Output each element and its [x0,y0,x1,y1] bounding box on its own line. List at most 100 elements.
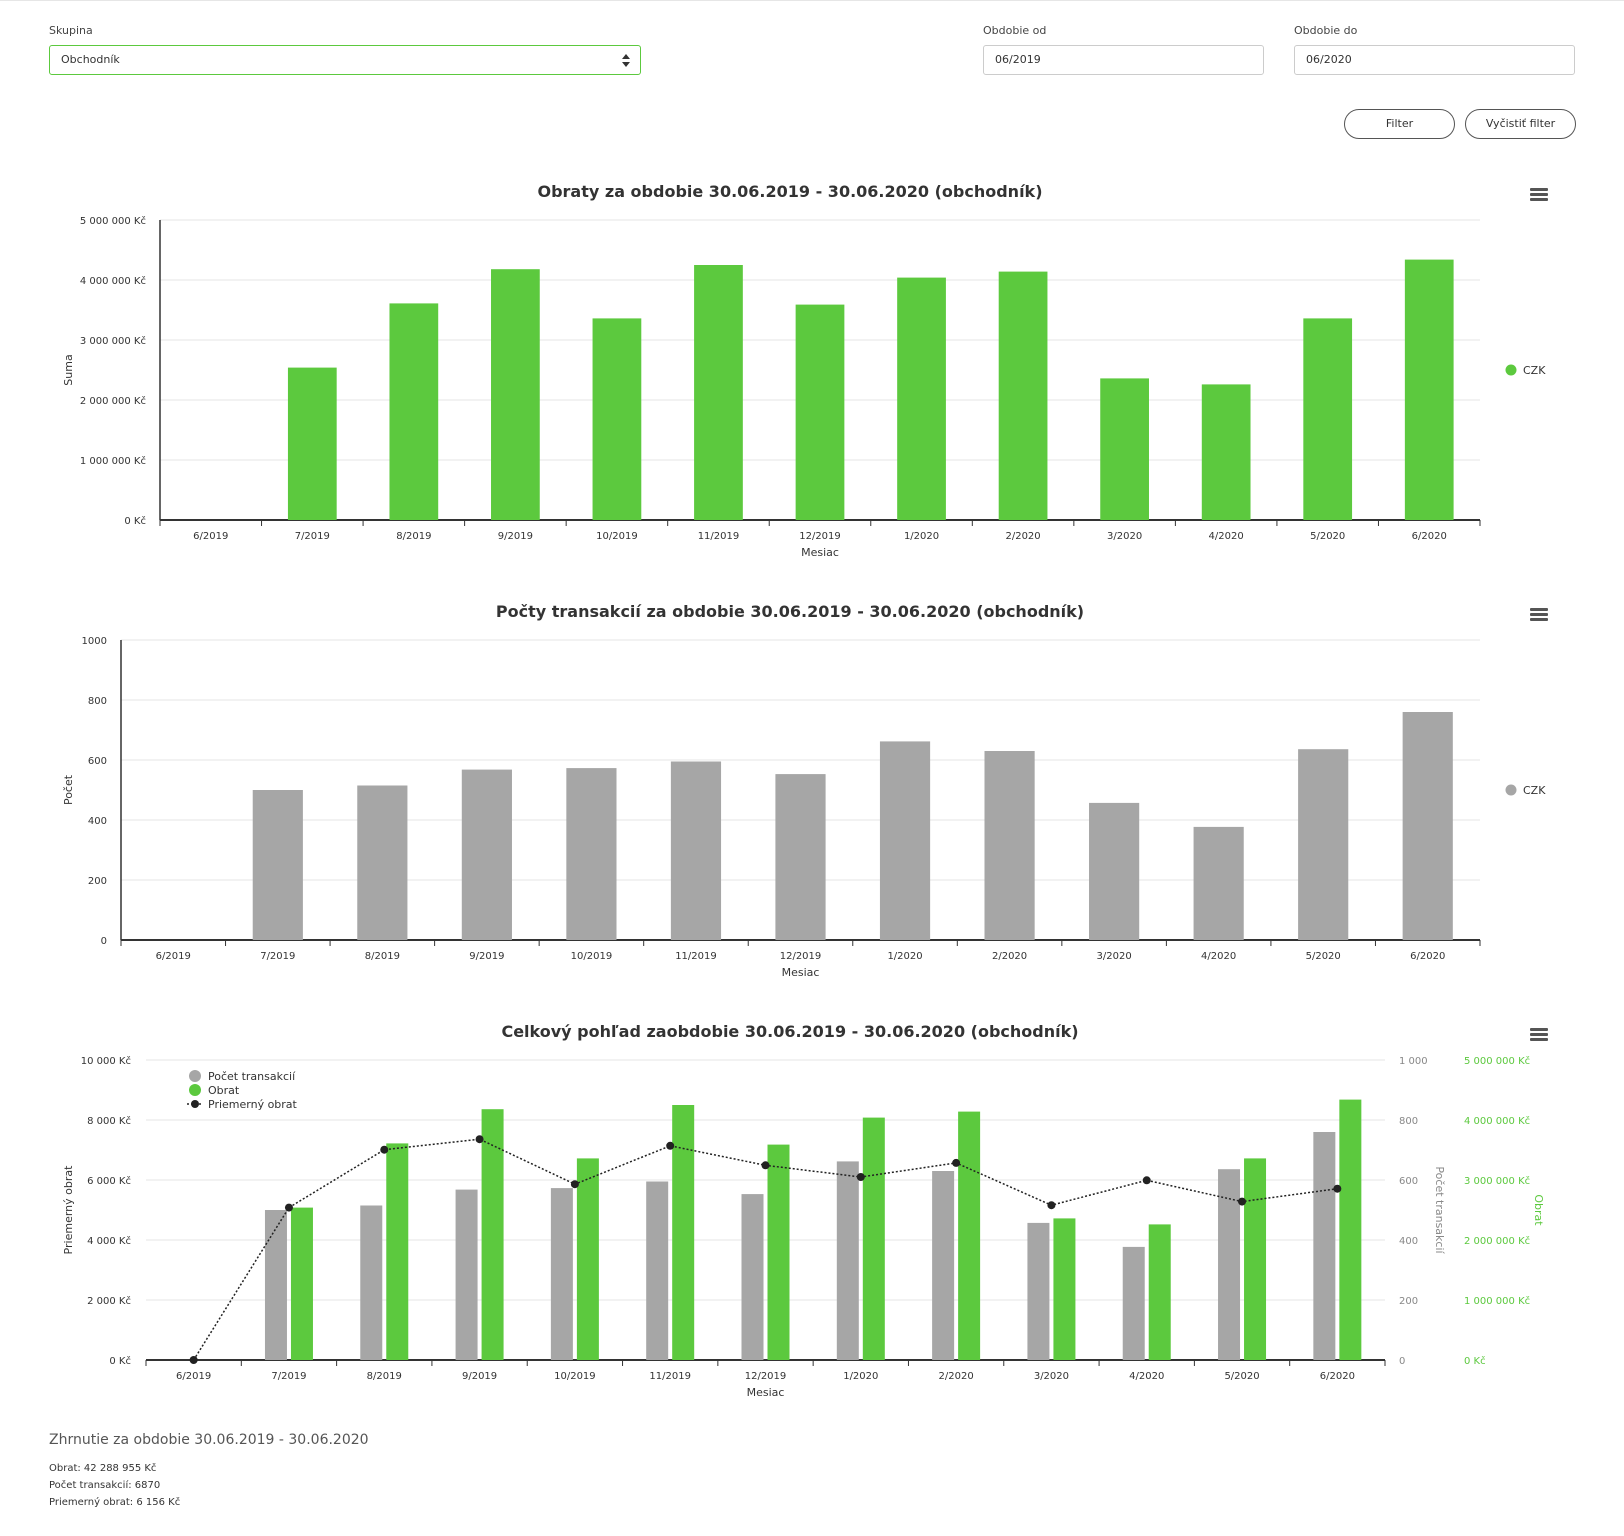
bar [670,761,722,940]
y-tick-label: 0 Kč [124,515,146,527]
bar [998,271,1048,520]
y-tick-label: 200 [88,876,107,887]
x-tick-label: 6/2020 [1410,951,1445,962]
bar [287,367,337,520]
filter-button[interactable]: Filter [1344,109,1455,139]
x-axis-title: Mesiac [747,1386,785,1399]
bar [491,269,540,520]
x-tick-label: 4/2020 [1209,531,1244,542]
y-axis-title: Počet [62,774,75,805]
y-tick-label-left: 2 000 Kč [87,1295,131,1307]
bar [897,277,946,520]
transactions-chart: Počty transakcií za obdobie 30.06.2019 -… [0,590,1624,990]
y-tick-label: 400 [88,816,107,827]
to-label: Obdobie do [1294,24,1358,37]
point-average [1047,1201,1056,1210]
x-tick-label: 6/2019 [193,531,228,542]
summary-title: Zhrnutie za obdobie 30.06.2019 - 30.06.2… [49,1432,369,1448]
legend-label: Priemerný obrat [208,1098,298,1111]
x-tick-label: 2/2020 [1005,531,1040,542]
bar-transactions [1122,1246,1145,1360]
legend-label: Počet transakcií [208,1070,296,1083]
from-input-value: 06/2019 [995,53,1041,66]
hamburger-menu-icon[interactable] [1530,188,1548,202]
x-axis-title: Mesiac [782,966,820,979]
x-tick-label: 12/2019 [799,531,841,542]
x-tick-label: 5/2020 [1306,951,1341,962]
point-average [1238,1197,1247,1206]
y-tick-label: 4 000 000 Kč [80,275,146,287]
x-tick-label: 2/2020 [992,951,1027,962]
x-tick-label: 10/2019 [571,951,613,962]
x-tick-label: 7/2019 [260,951,295,962]
bar [461,769,512,940]
bar-turnover [862,1117,885,1360]
bar-transactions [1218,1169,1241,1360]
legend-marker [1505,784,1517,796]
y-tick-label-right1: 600 [1399,1176,1418,1187]
turnover-chart-svg: 0 Kč 1 000 000 Kč 2 000 000 Kč 3 000 000 Kč… [62,215,1546,559]
legend-marker [189,1084,201,1096]
x-tick-label: 5/2020 [1224,1371,1259,1382]
y-tick-label: 0 [101,936,107,947]
hamburger-menu-icon[interactable] [1530,608,1548,622]
y-tick-label-left: 0 Kč [109,1355,131,1367]
y-tick-label-right2: 4 000 000 Kč [1464,1115,1530,1127]
to-input[interactable]: 06/2020 [1294,45,1575,75]
x-tick-label: 1/2020 [887,951,922,962]
chart-title: Obraty za obdobie 30.06.2019 - 30.06.202… [537,182,1043,201]
bar [592,318,642,520]
clear-filter-button[interactable]: Vyčistiť filter [1465,109,1576,139]
overview-chart: Celkový pohľad zaobdobie 30.06.2019 - 30… [0,1010,1624,1420]
hamburger-menu-icon[interactable] [1530,1028,1548,1042]
summary-average: Priemerný obrat: 6 156 Kč [49,1497,181,1508]
point-average [475,1135,484,1144]
bar-transactions [836,1161,859,1360]
point-average [856,1173,865,1181]
group-select-value: Obchodník [61,53,120,66]
x-tick-label: 8/2019 [367,1371,402,1382]
select-arrows-icon [622,54,630,68]
y-tick-label-right2: 1 000 000 Kč [1464,1295,1530,1307]
point-average [570,1180,579,1189]
y-tick-label-left: 4 000 Kč [87,1235,131,1247]
bar-transactions [1027,1222,1050,1360]
legend-marker [1505,364,1517,376]
bar-transactions [550,1188,573,1360]
y-tick-label-left: 6 000 Kč [87,1175,131,1187]
x-tick-label: 7/2019 [271,1371,306,1382]
point-average [952,1158,961,1167]
bar [1201,384,1251,520]
x-tick-label: 11/2019 [675,951,717,962]
bar-turnover [1053,1218,1076,1360]
y-tick-label-right1: 800 [1399,1116,1418,1127]
group-select[interactable]: Obchodník [49,45,641,75]
from-input[interactable]: 06/2019 [983,45,1264,75]
x-tick-label: 9/2019 [462,1371,497,1382]
x-tick-label: 3/2020 [1107,531,1142,542]
y-tick-label-right1: 200 [1399,1296,1418,1307]
y-axis-title-right2: Obrat [1532,1194,1545,1226]
point-average [1333,1184,1342,1193]
bar [879,741,931,940]
point-average [666,1141,675,1150]
summary-turnover: Obrat: 42 288 955 Kč [49,1463,157,1474]
point-average [380,1145,389,1154]
transactions-chart-svg: 0 200 400 600 800 1000 6/2019 7/2019 8/2019 9/201… [62,636,1546,979]
x-tick-label: 5/2020 [1310,531,1345,542]
bar [1089,802,1140,940]
bar [1100,378,1149,520]
legend-label: CZK [1523,364,1546,377]
y-tick-label: 1000 [82,636,107,647]
bar-turnover [767,1144,790,1360]
bar [984,751,1035,940]
x-tick-label: 6/2020 [1412,531,1447,542]
point-average [284,1203,293,1212]
y-tick-label-left: 10 000 Kč [81,1055,131,1067]
legend-label: Obrat [208,1084,240,1097]
bar [252,790,303,940]
y-tick-label: 600 [88,756,107,767]
point-average [189,1356,198,1364]
bar [1404,259,1454,520]
top-divider [0,0,1624,1]
